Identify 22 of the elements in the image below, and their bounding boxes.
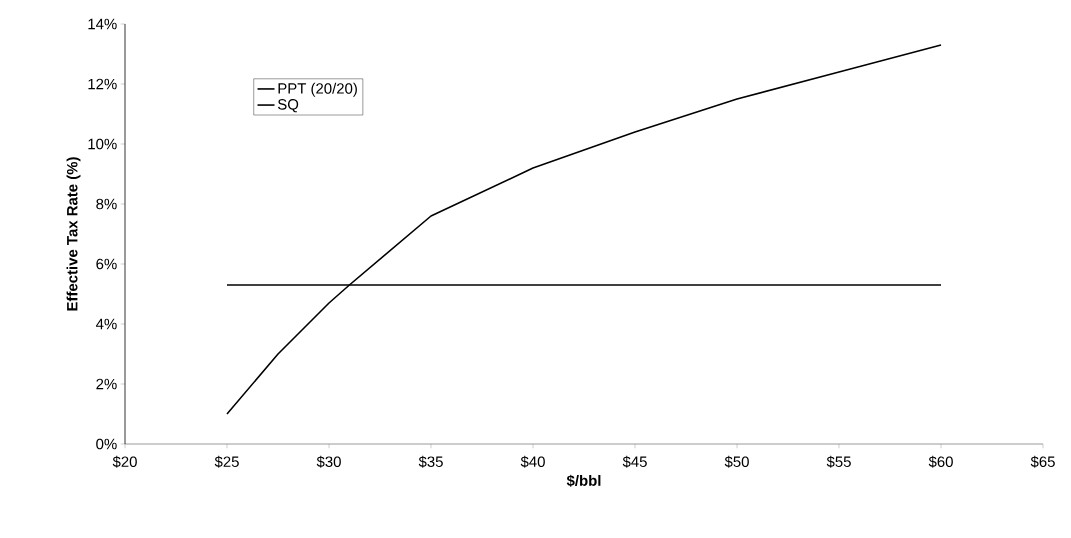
y-tick-label: 14% [88,18,117,30]
y-axis-title: Effective Tax Rate (%) [66,157,81,311]
x-tick-label: $60 [928,455,953,468]
x-tick-label: $50 [724,455,749,468]
y-tick-label: 0% [96,438,117,450]
x-tick-label: $35 [418,455,443,468]
x-tick-label: $40 [520,455,545,468]
y-tick-label: 4% [95,318,117,330]
y-tick-label: 8% [96,198,117,210]
y-tick-label: 2% [96,378,117,390]
x-tick-label: $45 [622,455,647,468]
x-axis-title: $/bbl [566,474,601,487]
x-tick-label: $20 [112,455,137,468]
y-tick-label: 10% [88,138,117,150]
x-tick-label: $25 [214,455,239,468]
y-tick-label: 12% [88,78,117,90]
x-tick-label: $55 [826,455,851,468]
legend-label: SQ [277,99,299,113]
x-tick-label: $65 [1030,455,1055,468]
x-tick-label: $30 [316,455,341,468]
y-tick-label: 6% [96,258,117,270]
legend-label: PPT (20/20) [278,82,357,97]
